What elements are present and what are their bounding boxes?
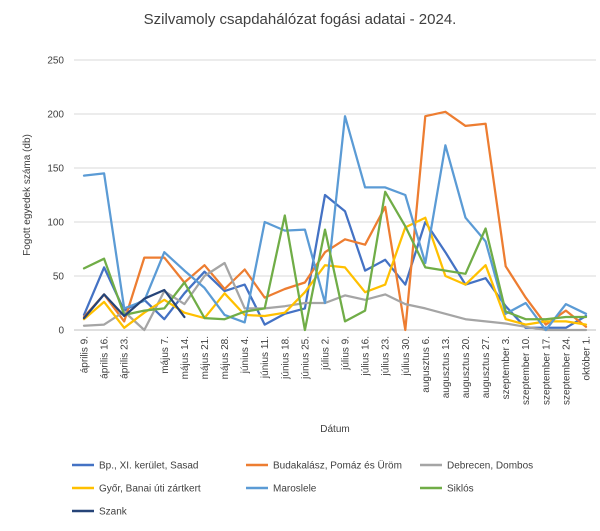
legend: Bp., XI. kerület, Sasad Budakalász, Pomáz… xyxy=(72,460,533,518)
legend-label: Bp., XI. kerület, Sasad xyxy=(99,461,199,472)
series-line-6 xyxy=(82,190,588,332)
x-tick-label: április 9. xyxy=(80,336,91,373)
y-tick-label: 250 xyxy=(47,56,64,67)
y-tick-label: 200 xyxy=(47,110,64,121)
x-tick-label: június 25. xyxy=(300,336,311,380)
legend-label: Maroslele xyxy=(273,484,317,495)
series-line-4 xyxy=(82,216,588,329)
x-tick-label: augusztus 20. xyxy=(461,336,472,398)
series-line-5 xyxy=(82,115,588,332)
series-lines xyxy=(82,110,588,332)
series-line-7 xyxy=(82,288,186,320)
gridlines xyxy=(74,59,596,331)
x-tick-label: augusztus 13. xyxy=(441,336,452,398)
x-tick-label: június 4. xyxy=(240,336,251,374)
legend-label: Szank xyxy=(99,507,128,518)
x-tick-label: május 7. xyxy=(160,336,171,374)
x-tick-label: június 18. xyxy=(280,336,291,380)
x-axis-title: Dátum xyxy=(320,424,349,435)
x-axis-ticks: április 9. április 16. április 23. május 7.… xyxy=(80,336,593,405)
x-tick-label: július 23. xyxy=(381,336,392,376)
x-tick-label: május 28. xyxy=(220,336,231,379)
y-tick-label: 50 xyxy=(53,272,65,283)
x-tick-label: július 30. xyxy=(401,336,412,376)
x-tick-label: június 11. xyxy=(260,336,271,379)
series-line-2 xyxy=(82,110,588,332)
x-tick-label: július 16. xyxy=(361,336,372,376)
y-axis-ticks: 0 50 100 150 200 250 xyxy=(47,56,64,337)
x-tick-label: szeptember 3. xyxy=(501,336,512,399)
x-tick-label: május 21. xyxy=(200,336,211,379)
x-tick-label: október 1. xyxy=(581,336,592,380)
legend-label: Debrecen, Dombos xyxy=(447,461,533,472)
x-tick-label: április 16. xyxy=(100,336,111,379)
y-tick-label: 0 xyxy=(58,326,64,337)
x-tick-label: április 23. xyxy=(120,336,131,379)
x-tick-label: július 2. xyxy=(320,336,331,371)
x-tick-label: július 9. xyxy=(341,336,352,371)
y-tick-label: 150 xyxy=(47,164,64,175)
x-tick-label: május 14. xyxy=(180,336,191,379)
legend-label: Budakalász, Pomáz és Üröm xyxy=(273,460,402,472)
x-tick-label: augusztus 6. xyxy=(421,336,432,393)
legend-label: Siklós xyxy=(447,484,474,495)
y-axis-title: Fogott egyedek száma (db) xyxy=(22,134,33,256)
x-tick-label: szeptember 24. xyxy=(561,336,572,405)
x-tick-label: augusztus 27. xyxy=(481,336,492,398)
x-tick-label: szeptember 10. xyxy=(521,336,532,405)
chart-title: Szilvamoly csapdahálózat fogási adatai -… xyxy=(144,11,457,28)
y-tick-label: 100 xyxy=(47,218,64,229)
legend-label: Győr, Banai úti zártkert xyxy=(99,484,201,495)
x-tick-label: szeptember 17. xyxy=(541,336,552,405)
